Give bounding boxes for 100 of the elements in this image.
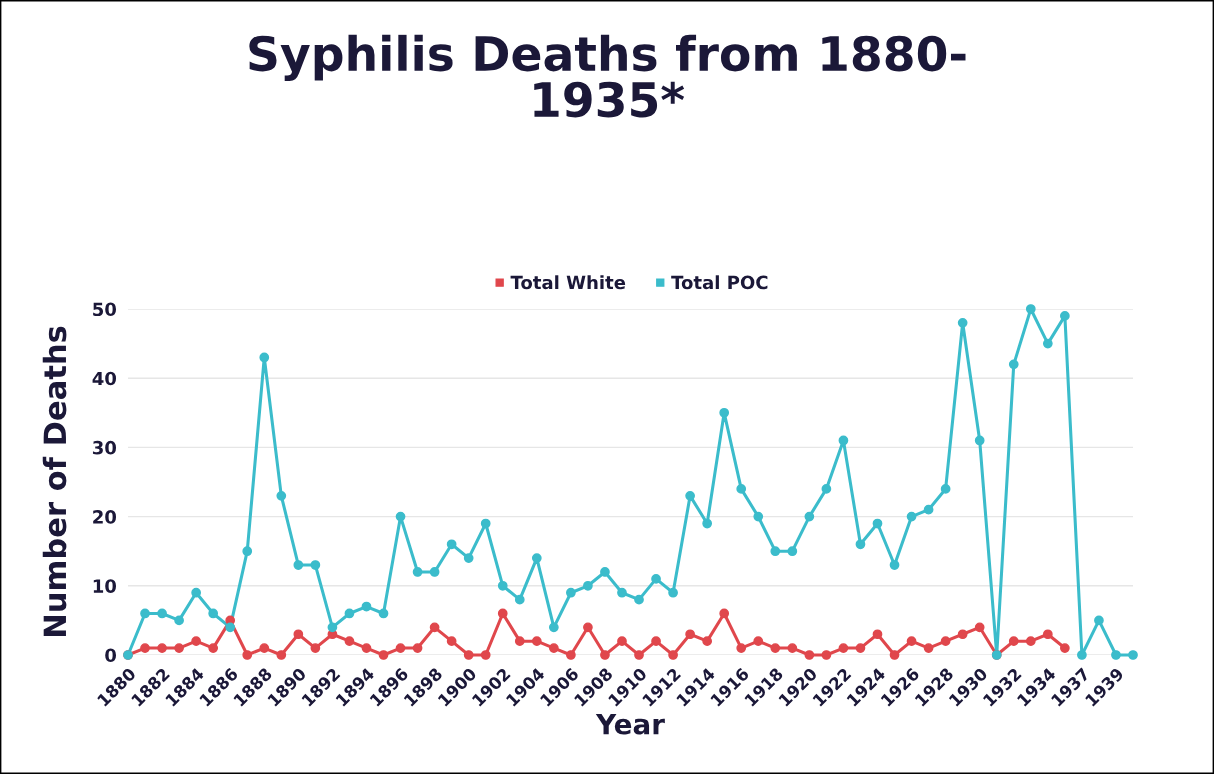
point <box>787 643 798 653</box>
point <box>855 643 866 653</box>
point <box>753 511 764 522</box>
point <box>548 622 559 633</box>
chart-title: Syphilis Deaths from 1880- 1935* <box>249 34 966 118</box>
point <box>974 622 985 633</box>
point <box>361 643 372 653</box>
point <box>174 615 184 626</box>
point <box>395 511 406 522</box>
point <box>259 352 270 363</box>
point <box>719 608 730 619</box>
point <box>208 643 219 653</box>
point <box>974 435 985 446</box>
point <box>157 608 167 619</box>
point <box>889 560 900 570</box>
point <box>855 539 866 550</box>
point <box>191 587 201 598</box>
point <box>957 629 968 640</box>
point <box>872 629 883 640</box>
point <box>327 622 338 633</box>
point <box>344 636 355 647</box>
point <box>1077 650 1087 660</box>
point <box>395 643 406 653</box>
point <box>804 650 815 660</box>
point <box>872 518 883 529</box>
point <box>1025 304 1036 314</box>
point <box>617 636 627 647</box>
point <box>293 560 304 570</box>
point <box>957 317 968 328</box>
point <box>1025 636 1036 647</box>
point <box>889 650 900 660</box>
point <box>787 546 798 557</box>
point <box>242 546 253 557</box>
point <box>838 435 849 446</box>
point <box>1008 636 1019 647</box>
y-tick-label: 0 <box>105 648 117 663</box>
point <box>191 636 201 647</box>
point <box>531 553 542 563</box>
point <box>753 636 764 647</box>
point <box>923 643 934 653</box>
point <box>1042 629 1053 640</box>
point <box>600 650 610 660</box>
point <box>1111 650 1121 660</box>
point <box>378 650 389 660</box>
point <box>412 643 423 653</box>
point <box>600 567 610 577</box>
point <box>446 539 457 550</box>
point <box>923 504 934 515</box>
point <box>463 650 474 660</box>
point <box>719 407 730 418</box>
point <box>702 636 713 647</box>
point <box>1128 650 1138 660</box>
point <box>634 650 644 660</box>
x-axis-title: Year <box>595 713 665 735</box>
point <box>276 490 287 501</box>
point <box>583 580 593 591</box>
point <box>1008 359 1019 370</box>
point <box>378 608 389 619</box>
point <box>583 622 593 633</box>
point <box>225 622 236 633</box>
y-tick-label: 20 <box>93 510 117 524</box>
point <box>344 608 355 619</box>
point <box>770 546 781 557</box>
point <box>531 636 542 647</box>
point <box>412 567 423 577</box>
point <box>821 650 832 660</box>
point <box>651 636 661 647</box>
point <box>429 622 440 633</box>
point <box>1060 311 1070 321</box>
point <box>174 643 184 653</box>
point <box>736 484 747 494</box>
point <box>838 643 849 653</box>
point <box>497 580 508 591</box>
point <box>157 643 167 653</box>
point <box>310 643 321 653</box>
point <box>736 643 747 653</box>
point <box>514 636 525 647</box>
legend-label: Total POC <box>671 275 768 290</box>
point <box>821 484 832 494</box>
y-tick-label: 30 <box>92 440 117 455</box>
point <box>293 629 304 640</box>
point <box>310 560 321 570</box>
point <box>480 650 491 660</box>
point <box>617 587 627 598</box>
point <box>1042 338 1053 349</box>
point <box>497 608 508 619</box>
point <box>429 567 440 577</box>
point <box>906 636 917 647</box>
point <box>446 636 457 647</box>
point <box>770 643 781 653</box>
legend-label: Total White <box>510 275 626 290</box>
point <box>940 636 951 647</box>
point <box>140 643 150 653</box>
point <box>548 643 559 653</box>
point <box>566 587 576 598</box>
point <box>140 608 150 619</box>
point <box>685 629 695 640</box>
point <box>514 594 525 605</box>
point <box>702 518 713 529</box>
point <box>1060 643 1070 653</box>
